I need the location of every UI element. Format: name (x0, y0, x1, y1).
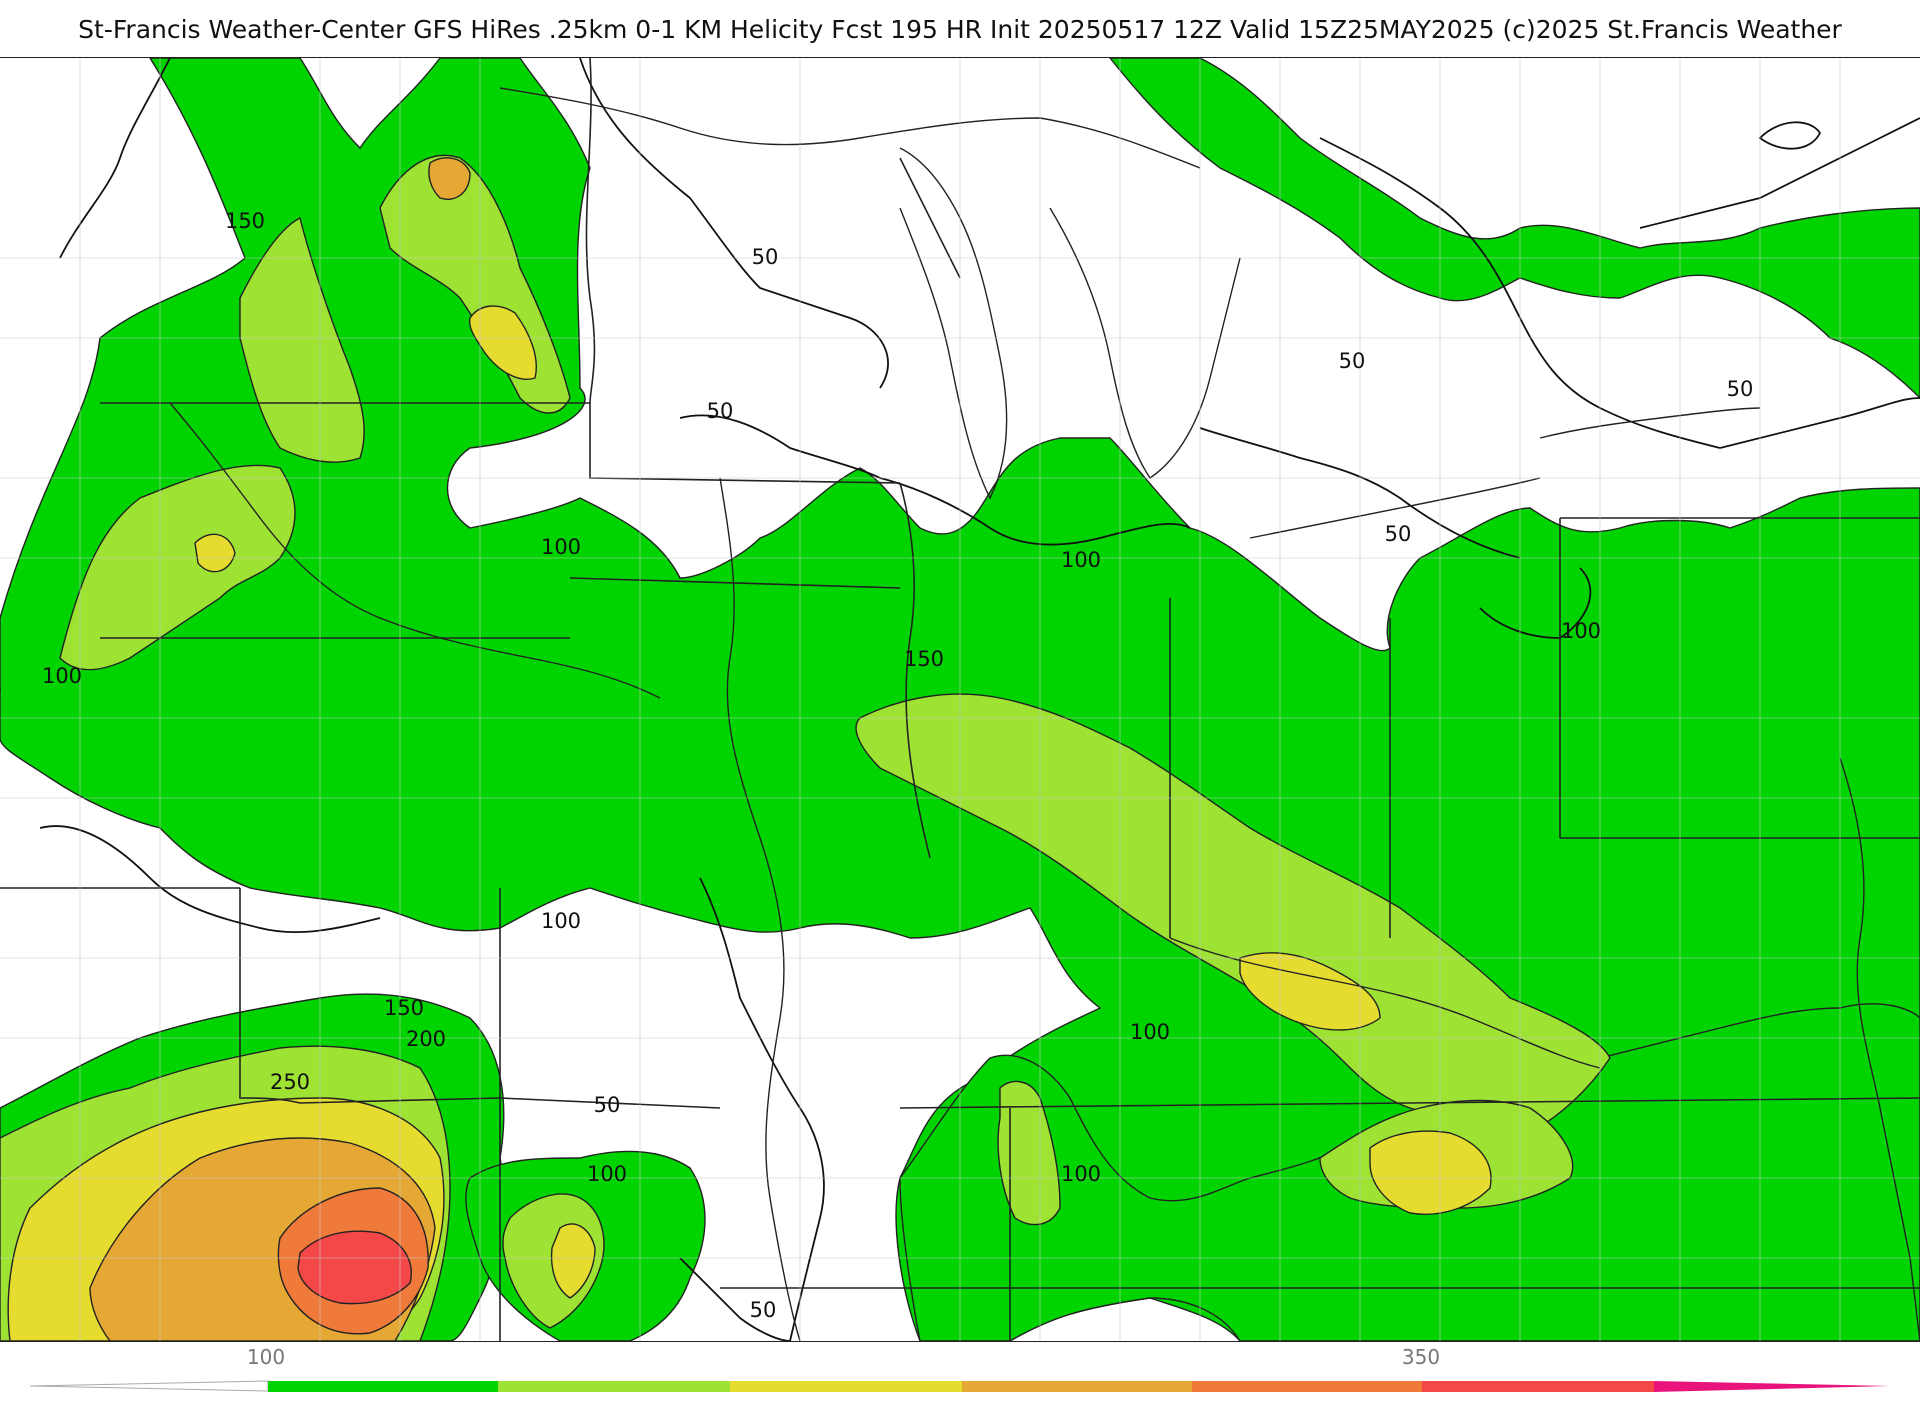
contour-label: 100 (1561, 619, 1601, 643)
border-wi-mi (899, 157, 961, 279)
contour-50-h (699, 877, 825, 1341)
state-borders (0, 58, 1920, 1341)
contour-label: 50 (750, 1298, 777, 1322)
lake-erie (1249, 477, 1541, 539)
colorbar-segment-100 (268, 1381, 498, 1392)
atlantic-coast (1879, 1107, 1920, 1341)
region-100-northeast (1109, 58, 1920, 399)
colorbar (0, 1342, 1920, 1400)
contour-label: 150 (225, 209, 265, 233)
contour-label: 150 (904, 647, 944, 671)
chart-title: St-Francis Weather-Center GFS HiRes .25k… (78, 14, 1842, 44)
region-200-northwest (194, 533, 236, 573)
region-200-minnesota (468, 305, 537, 380)
contour-50-a (579, 58, 889, 389)
colorbar-left-tip (29, 1380, 269, 1392)
contour-label: 100 (1061, 548, 1101, 572)
lake-michigan (899, 147, 1008, 500)
contour-label: 150 (384, 996, 424, 1020)
region-150-central-band (855, 693, 1611, 1139)
region-200-tennessee (1369, 1130, 1492, 1215)
colorbar-tick-350: 350 (1401, 1345, 1441, 1369)
contour-50-c (679, 414, 1191, 546)
lake-superior (499, 87, 1201, 169)
border-ok-tx (239, 888, 501, 1104)
contour-label: 100 (541, 535, 581, 559)
contour-label: 50 (594, 1093, 621, 1117)
region-250-minnesota (428, 157, 471, 200)
colorbar-right-tip (1654, 1381, 1890, 1392)
contour-label: 50 (1727, 377, 1754, 401)
border-ar-la (499, 1097, 721, 1109)
contour-label: 100 (1061, 1162, 1101, 1186)
contour-50-f (1719, 397, 1920, 449)
contour-label: 100 (42, 664, 82, 688)
contour-label: 250 (270, 1070, 310, 1094)
region-200-iowa (1239, 952, 1381, 1031)
contour-label: 50 (707, 399, 734, 423)
county-grid (0, 58, 1920, 1341)
region-200-south-central (550, 1223, 596, 1299)
border-ky-tn (899, 1097, 1920, 1109)
contour-50-d (1199, 427, 1521, 559)
colorbar-segment-250 (962, 1381, 1192, 1392)
chesapeake-bay (1839, 757, 1881, 1109)
map-canvas: 150 50 50 50 50 50 100 100 150 100 100 1… (0, 58, 1920, 1341)
contour-label: 100 (541, 909, 581, 933)
ohio-river (1169, 937, 1601, 1069)
contour-labels: 150 50 50 50 50 50 100 100 150 100 100 1… (42, 209, 1753, 1322)
contour-50-l (1758, 121, 1822, 150)
region-150-kentucky (997, 1080, 1061, 1226)
region-150-northwest (59, 464, 296, 671)
contour-label: 50 (1385, 522, 1412, 546)
region-350-southwest (297, 1230, 412, 1305)
colorbar-tick-100: 100 (246, 1345, 286, 1369)
contour-label: 200 (406, 1027, 446, 1051)
contour-label: 100 (587, 1162, 627, 1186)
contour-50-g (1639, 117, 1920, 229)
contour-label: 100 (1130, 1020, 1170, 1044)
contour-50-j (679, 1257, 791, 1341)
border-ia-mo (569, 577, 901, 589)
missouri-river (169, 402, 661, 699)
contour-label: 50 (1339, 349, 1366, 373)
region-150-north (239, 216, 365, 463)
colorbar-segment-300 (1192, 1381, 1422, 1392)
contour-label: 50 (752, 245, 779, 269)
colorbar-svg (29, 1380, 1890, 1392)
lake-ontario (1539, 407, 1761, 439)
colorbar-segment-150 (498, 1381, 730, 1392)
colorbar-segment-350 (1422, 1381, 1654, 1392)
border-mo-east (899, 482, 931, 859)
border-mn-wi (585, 58, 596, 404)
colorbar-segment-200 (730, 1381, 962, 1392)
mississippi-river (719, 477, 801, 1341)
helicity-map: 150 50 50 50 50 50 100 100 150 100 100 1… (0, 57, 1920, 1342)
contour-50-b (59, 58, 171, 259)
